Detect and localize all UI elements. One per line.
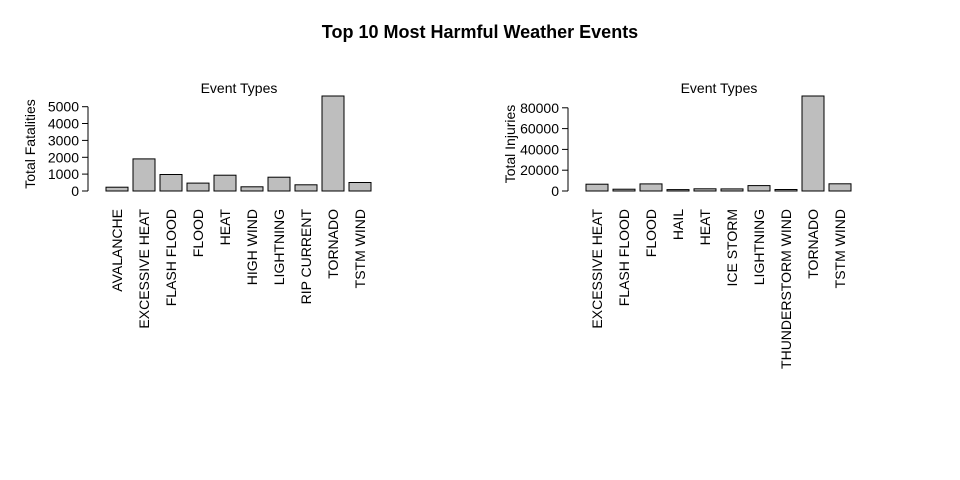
fatalities-bars bbox=[105, 95, 372, 192]
fatalities-x-tick-label: LIGHTNING bbox=[271, 209, 287, 285]
injuries-x-tick-label: THUNDERSTORM WIND bbox=[778, 209, 794, 369]
injuries-x-tick-label: ICE STORM bbox=[724, 209, 740, 287]
fatalities-x-tick-label: RIP CURRENT bbox=[298, 209, 314, 305]
fatalities-y-tick-label: 5000 bbox=[48, 99, 79, 115]
fatalities-x-tick-label: EXCESSIVE HEAT bbox=[136, 209, 152, 329]
injuries-chart: Event Types Total Injuries 0 20000 40000 60… bbox=[502, 80, 852, 369]
fatalities-bar bbox=[240, 186, 264, 192]
fatalities-x-tick-label: FLASH FLOOD bbox=[163, 209, 179, 306]
fatalities-bar bbox=[321, 95, 345, 192]
injuries-x-tick-label: FLASH FLOOD bbox=[616, 209, 632, 306]
fatalities-x-tick-label: HIGH WIND bbox=[244, 209, 260, 285]
fatalities-y-tick-label: 3000 bbox=[48, 132, 79, 148]
injuries-y-axis: 0 20000 40000 60000 80000 bbox=[520, 100, 569, 199]
injuries-x-tick-label: HAIL bbox=[670, 209, 686, 240]
fatalities-x-tick-label: FLOOD bbox=[190, 209, 206, 257]
injuries-x-tick-label: HEAT bbox=[697, 209, 713, 246]
injuries-bar bbox=[720, 188, 744, 192]
figure-title: Top 10 Most Harmful Weather Events bbox=[322, 22, 638, 42]
injuries-bar bbox=[666, 189, 690, 192]
fatalities-chart: Event Types Total Fatalities 01000200030… bbox=[22, 80, 372, 329]
fatalities-bar bbox=[186, 182, 210, 192]
fatalities-bar bbox=[267, 176, 291, 192]
injuries-y-axis-label: Total Injuries bbox=[502, 105, 518, 184]
injuries-x-tick-label: EXCESSIVE HEAT bbox=[589, 209, 605, 329]
injuries-bar bbox=[693, 188, 717, 192]
fatalities-x-tick-labels: AVALANCHE EXCESSIVE HEAT FLASH FLOOD FLOOD H… bbox=[109, 209, 368, 329]
injuries-bar bbox=[612, 188, 636, 192]
fatalities-y-tick-label: 1000 bbox=[48, 166, 79, 182]
fatalities-x-tick-label: TSTM WIND bbox=[352, 209, 368, 288]
fatalities-bar bbox=[348, 182, 372, 192]
fatalities-bar bbox=[105, 186, 129, 192]
injuries-y-tick-label: 80000 bbox=[520, 100, 559, 116]
injuries-bar bbox=[639, 183, 663, 192]
injuries-x-tick-label: LIGHTNING bbox=[751, 209, 767, 285]
injuries-bar bbox=[828, 183, 852, 192]
fatalities-y-tick-label: 4000 bbox=[48, 116, 79, 132]
injuries-bar bbox=[747, 185, 771, 192]
injuries-bar bbox=[774, 189, 798, 192]
fatalities-bar bbox=[294, 184, 318, 192]
injuries-x-tick-label: FLOOD bbox=[643, 209, 659, 257]
injuries-x-tick-labels: EXCESSIVE HEAT FLASH FLOOD FLOOD HAIL HEAT IC… bbox=[589, 209, 848, 369]
fatalities-y-tick-label: 2000 bbox=[48, 149, 79, 165]
fatalities-y-tick-label: 0 bbox=[71, 183, 79, 199]
fatalities-y-axis-label: Total Fatalities bbox=[22, 99, 38, 188]
fatalities-chart-title: Event Types bbox=[201, 80, 278, 96]
injuries-chart-title: Event Types bbox=[681, 80, 758, 96]
fatalities-x-tick-label: HEAT bbox=[217, 209, 233, 246]
injuries-y-tick-label: 0 bbox=[551, 183, 559, 199]
fatalities-bar bbox=[132, 158, 156, 192]
fatalities-x-tick-label: AVALANCHE bbox=[109, 209, 125, 292]
fatalities-bar bbox=[213, 174, 237, 192]
injuries-x-tick-label: TSTM WIND bbox=[832, 209, 848, 288]
injuries-y-tick-label: 40000 bbox=[520, 141, 559, 157]
fatalities-bar bbox=[159, 174, 183, 192]
injuries-bar bbox=[585, 183, 609, 192]
fatalities-x-tick-label: TORNADO bbox=[325, 209, 341, 279]
injuries-bars bbox=[585, 95, 852, 192]
injuries-y-tick-label: 60000 bbox=[520, 121, 559, 137]
injuries-y-tick-label: 20000 bbox=[520, 162, 559, 178]
injuries-bar bbox=[801, 95, 825, 192]
injuries-x-tick-label: TORNADO bbox=[805, 209, 821, 279]
